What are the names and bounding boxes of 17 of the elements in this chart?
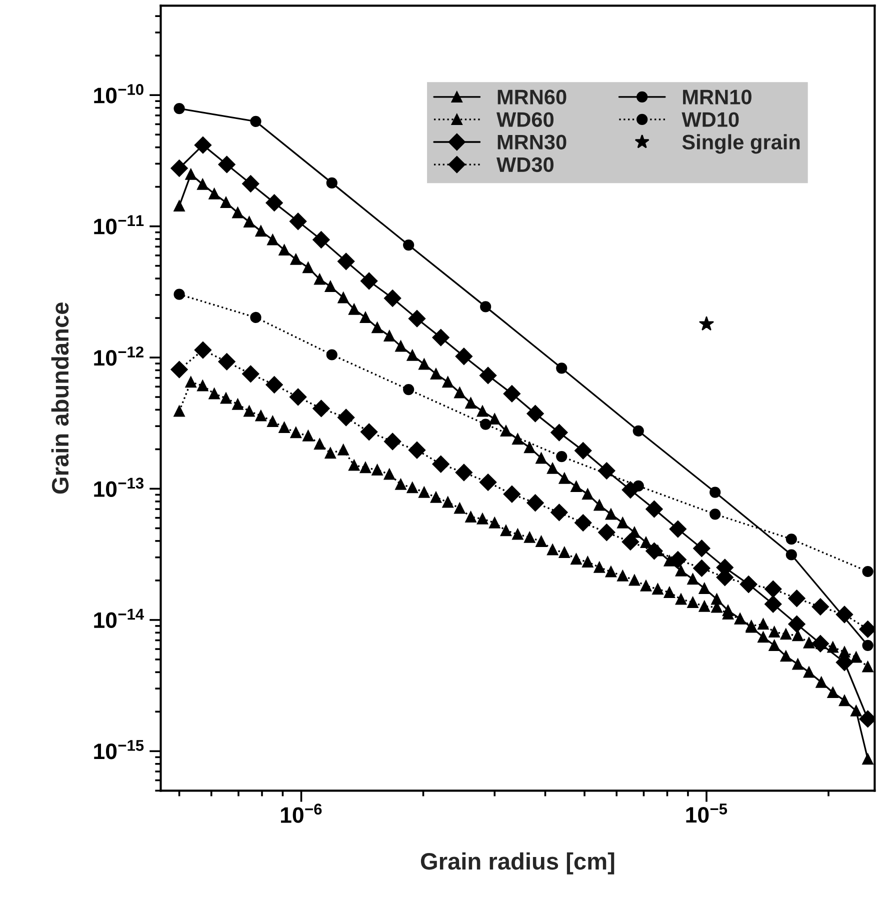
legend-label: MRN30: [498, 134, 566, 150]
x-axis-title: Grain radius [cm]: [420, 852, 614, 874]
x-tick-label: 10$^{−6}$: [280, 804, 322, 823]
y-axis-title: Grain abundance: [51, 302, 69, 494]
y-tick-label: 10$^{−15}$: [94, 740, 144, 760]
legend-label: WD60: [496, 112, 554, 127]
legend-label: MRN10: [683, 90, 752, 104]
x-tick-label: 10$^{−5}$: [686, 804, 728, 823]
legend-label: MRN60: [498, 90, 566, 104]
legend-label: WD10: [682, 112, 739, 127]
y-tick-label: 10$^{−14}$: [94, 608, 144, 628]
y-tick-label: 10$^{−11}$: [94, 215, 144, 234]
y-tick-label: 10$^{−10}$: [94, 84, 144, 104]
y-tick-label: 10$^{−13}$: [94, 478, 144, 497]
y-tick-label: 10$^{−12}$: [94, 346, 144, 366]
legend-label: Single grain: [682, 134, 800, 154]
legend-label: WD30: [496, 157, 554, 172]
